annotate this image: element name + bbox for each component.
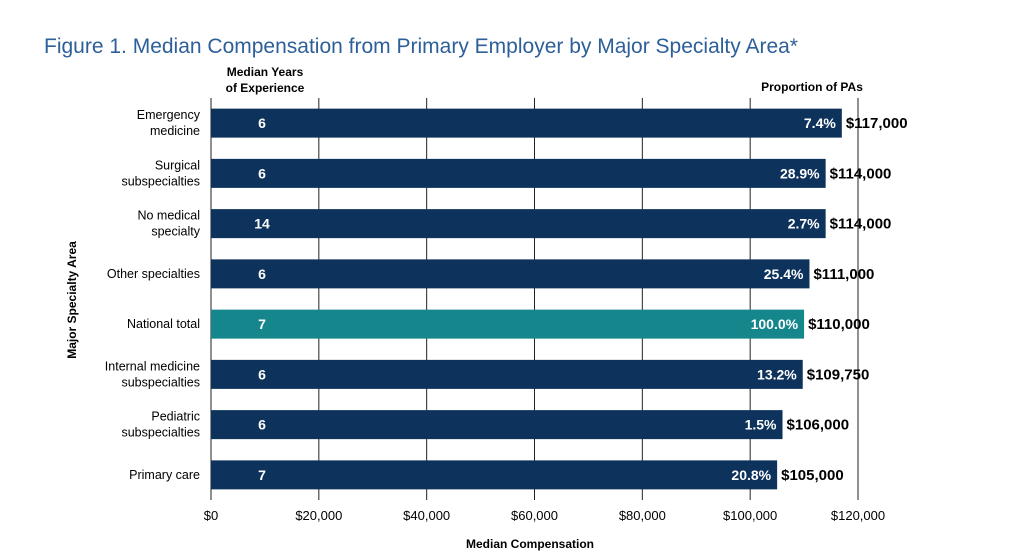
median-years-label: 7	[258, 316, 266, 332]
value-label: $106,000	[787, 417, 850, 434]
x-tick-label: $60,000	[511, 508, 558, 523]
x-axis-label: Median Compensation	[466, 537, 594, 551]
median-years-label: 6	[258, 165, 266, 181]
x-tick-label: $20,000	[295, 508, 342, 523]
value-label: $114,000	[830, 216, 892, 233]
value-label: $105,000	[781, 467, 844, 484]
proportion-label: 1.5%	[745, 417, 777, 433]
bar	[211, 108, 842, 138]
proportion-label: 28.9%	[780, 165, 820, 181]
bar	[211, 158, 826, 188]
value-label: $117,000	[846, 115, 908, 132]
x-tick-label: $80,000	[619, 508, 666, 523]
value-label: $110,000	[808, 316, 870, 333]
category-label: medicine	[150, 124, 200, 138]
chart-title: Figure 1. Median Compensation from Prima…	[44, 35, 798, 58]
category-label: No medical	[137, 209, 200, 223]
proportion-label: 20.8%	[731, 467, 771, 483]
category-label: National total	[127, 317, 200, 331]
median-years-label: 6	[258, 366, 266, 382]
median-years-label: 6	[258, 266, 266, 282]
category-label: subspecialties	[121, 375, 200, 389]
category-label: Surgical	[155, 158, 200, 172]
median-years-label: 7	[258, 467, 266, 483]
x-tick-label: $0	[204, 508, 218, 523]
years-header-line2: of Experience	[226, 81, 305, 95]
median-years-label: 14	[254, 216, 270, 232]
bar	[211, 410, 783, 440]
proportion-label: 7.4%	[804, 115, 836, 131]
x-tick-label: $40,000	[403, 508, 450, 523]
category-labels: Emergency medicine Surgical subspecialties N…	[105, 108, 201, 482]
gridlines	[210, 98, 859, 500]
years-header-line1: Median Years	[227, 65, 304, 79]
category-label: Other specialties	[107, 267, 200, 281]
category-label: Emergency	[137, 108, 201, 122]
category-label: specialty	[151, 225, 200, 239]
proportion-label: 2.7%	[788, 216, 820, 232]
bar	[211, 460, 778, 490]
proportion-label: 100.0%	[751, 316, 799, 332]
proportion-label: 25.4%	[764, 266, 804, 282]
proportion-header: Proportion of PAs	[761, 80, 863, 94]
category-label: Internal medicine	[105, 359, 200, 373]
value-label: $114,000	[830, 165, 892, 182]
x-ticks: $0 $20,000 $40,000 $60,000 $80,000 $100,000 $1…	[204, 508, 885, 523]
bar	[211, 359, 803, 389]
median-years-label: 6	[258, 115, 266, 131]
category-label: subspecialties	[121, 426, 200, 440]
bar	[211, 309, 805, 339]
proportion-label: 13.2%	[757, 366, 797, 382]
value-label: $111,000	[813, 266, 874, 283]
median-years-label: 6	[258, 417, 266, 433]
category-label: Primary care	[129, 468, 200, 482]
y-axis-label: Major Specialty Area	[65, 241, 79, 359]
category-label: subspecialties	[121, 174, 200, 188]
value-label: $109,750	[807, 366, 870, 383]
x-tick-label: $100,000	[723, 508, 777, 523]
bar	[211, 209, 826, 239]
bar	[211, 259, 810, 289]
category-label: Pediatric	[151, 410, 200, 424]
x-tick-label: $120,000	[831, 508, 885, 523]
bars: 6 7.4% $117,000 6 28.9% $114,000 14 2.7% $114,00…	[211, 108, 908, 490]
